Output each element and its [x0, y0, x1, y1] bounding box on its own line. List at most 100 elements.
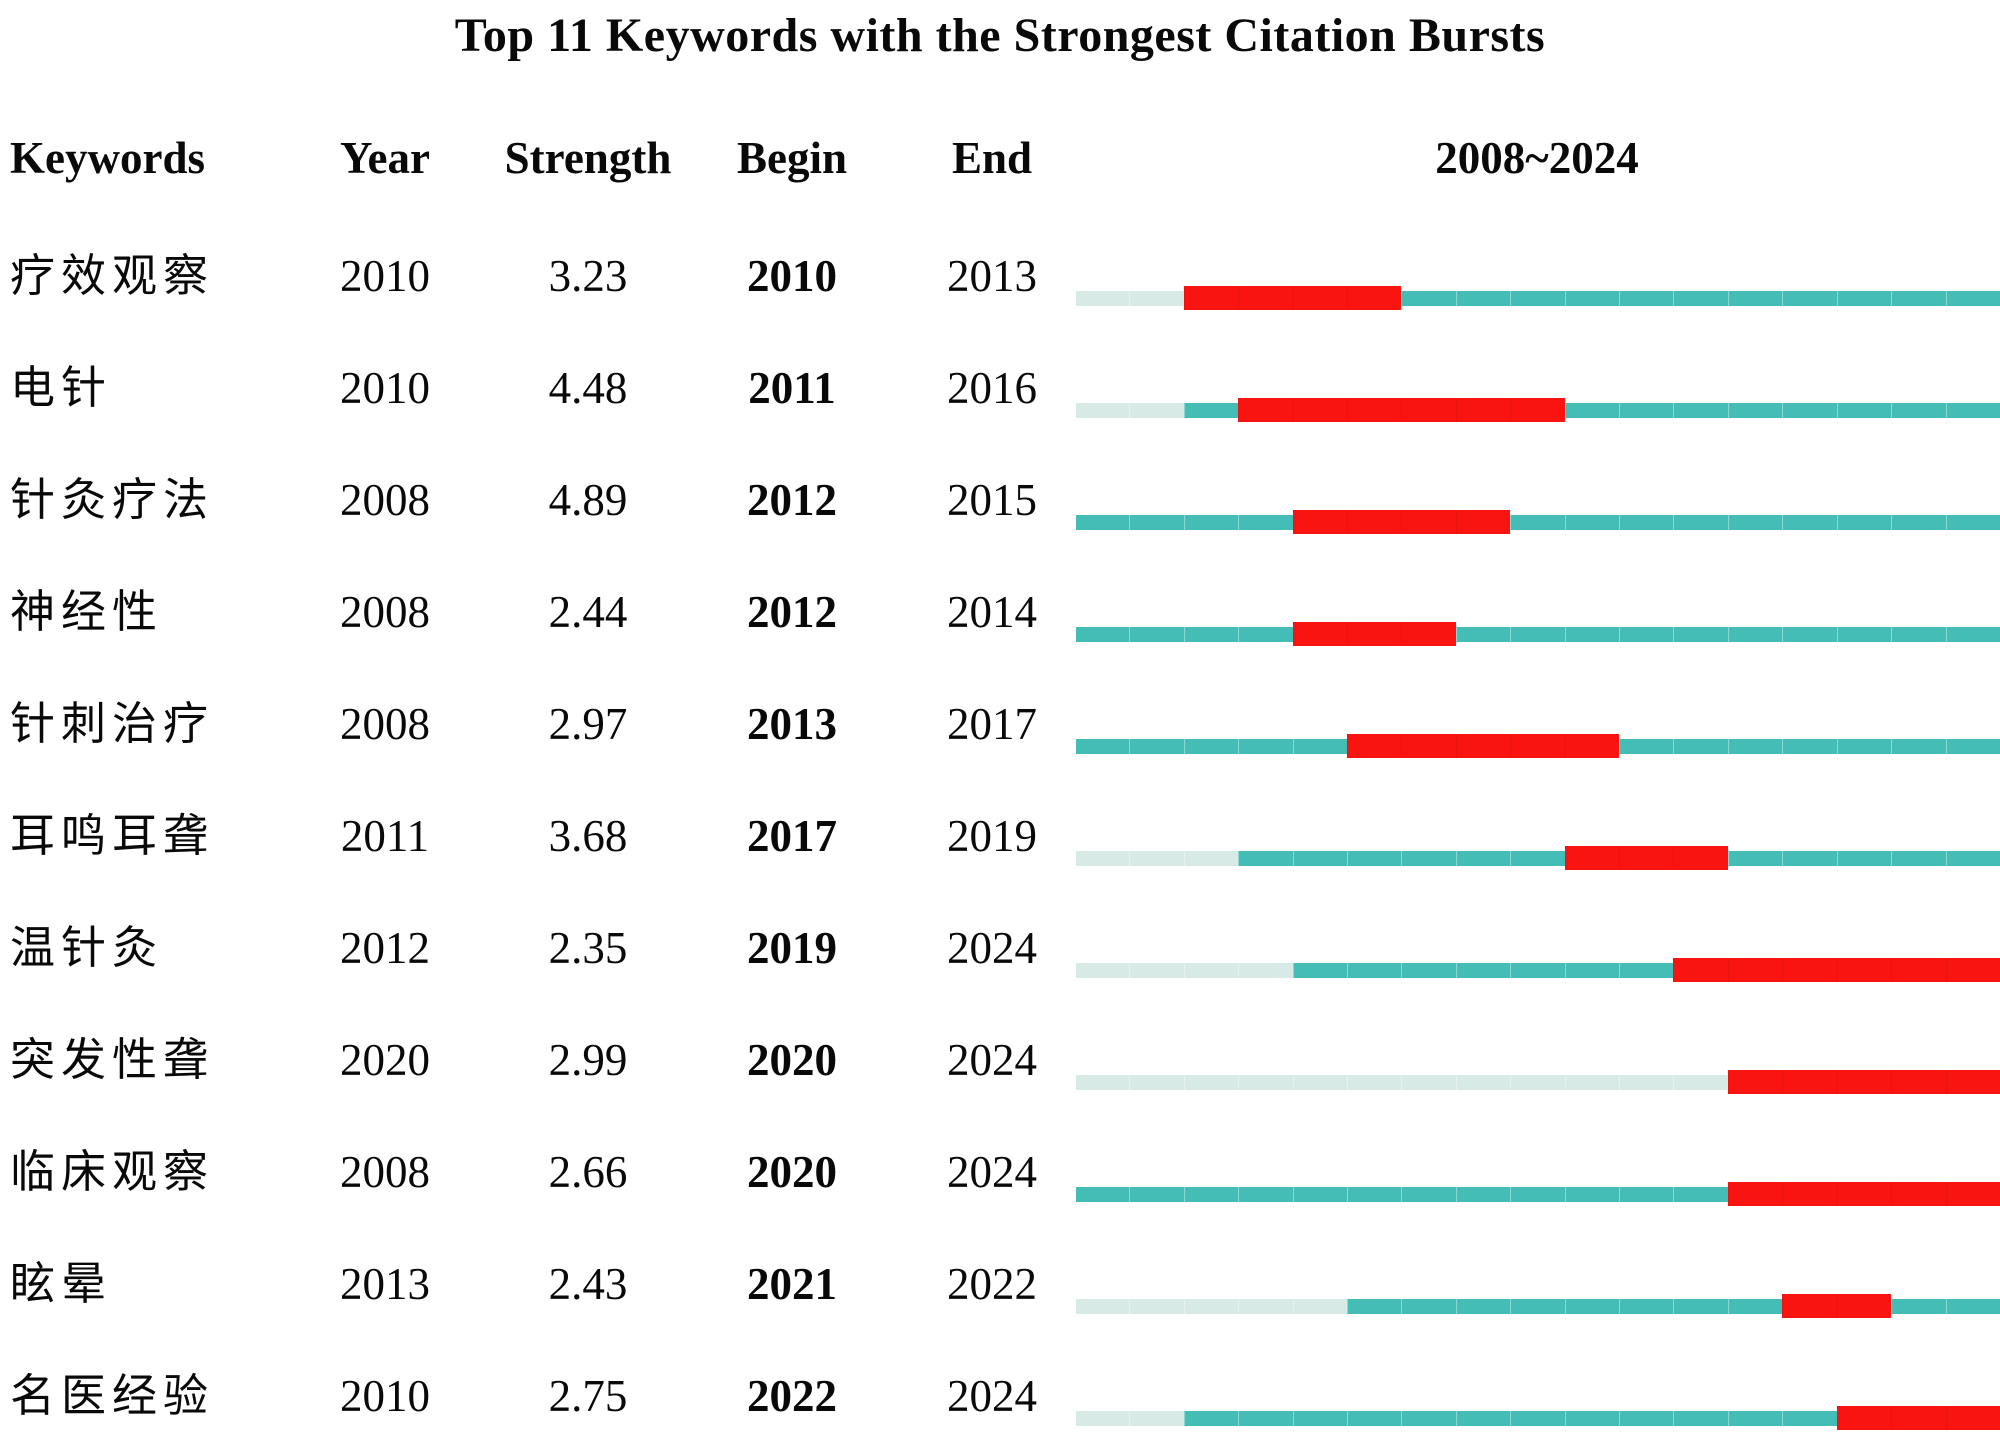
- burst-timeline-bar: [1076, 622, 2000, 646]
- keyword-label: 名医经验: [10, 1371, 215, 1421]
- table-row: 临床观察 2008 2.66 2020 2024: [0, 1116, 2000, 1228]
- year-cell-active: [1510, 514, 1565, 530]
- year-cell-active: [1183, 738, 1239, 754]
- year-cell-inactive: [1292, 1298, 1348, 1314]
- year-cell-active: [1510, 1186, 1565, 1202]
- year-cell-active: [1836, 514, 1892, 530]
- year-cell-active: [1782, 1410, 1837, 1426]
- end-value: 2015: [947, 475, 1037, 525]
- year-cell-burst: [1347, 286, 1402, 310]
- year-cell-inactive: [1238, 962, 1293, 978]
- table-row: 电针 2010 4.48 2011 2016: [0, 332, 2000, 444]
- column-header-year: Year: [340, 133, 430, 183]
- keyword-label: 电针: [10, 363, 113, 413]
- year-cell-inactive: [1129, 1410, 1184, 1426]
- year-cell-inactive: [1129, 962, 1184, 978]
- year-cell-burst: [1945, 958, 2000, 982]
- year-cell-burst: [1836, 1406, 1892, 1430]
- year-cell-burst: [1401, 510, 1456, 534]
- year-cell-active: [1619, 626, 1674, 642]
- year-cell-inactive: [1292, 1074, 1348, 1090]
- year-cell-active: [1455, 962, 1511, 978]
- year-cell-active: [1945, 626, 2000, 642]
- end-value: 2013: [947, 251, 1037, 301]
- table-row: 温针灸 2012 2.35 2019 2024: [0, 892, 2000, 1004]
- chart-title: Top 11 Keywords with the Strongest Citat…: [454, 9, 1546, 62]
- year-cell-active: [1401, 850, 1456, 866]
- year-cell-burst: [1891, 958, 1946, 982]
- year-cell-burst: [1401, 398, 1456, 422]
- year-cell-active: [1782, 850, 1837, 866]
- year-cell-inactive: [1076, 290, 1130, 306]
- year-cell-active: [1455, 626, 1511, 642]
- year-cell-active: [1129, 738, 1184, 754]
- year-cell-active: [1564, 1298, 1620, 1314]
- year-cell-burst: [1510, 398, 1565, 422]
- year-cell-inactive: [1076, 1074, 1130, 1090]
- year-cell-burst: [1455, 510, 1511, 534]
- year-cell-burst: [1782, 1182, 1837, 1206]
- year-cell-active: [1727, 850, 1783, 866]
- year-cell-burst: [1510, 734, 1565, 758]
- year-cell-burst: [1347, 398, 1402, 422]
- year-value: 2013: [340, 1259, 430, 1309]
- year-cell-active: [1510, 850, 1565, 866]
- year-cell-active: [1836, 850, 1892, 866]
- year-value: 2010: [340, 363, 430, 413]
- year-cell-active: [1945, 514, 2000, 530]
- year-cell-active: [1510, 626, 1565, 642]
- table-row: 针灸疗法 2008 4.89 2012 2015: [0, 444, 2000, 556]
- year-value: 2008: [340, 475, 430, 525]
- end-value: 2019: [947, 811, 1037, 861]
- year-cell-inactive: [1238, 1298, 1293, 1314]
- year-cell-active: [1076, 626, 1130, 642]
- year-cell-active: [1292, 738, 1348, 754]
- year-cell-active: [1891, 850, 1946, 866]
- table-row: 眩晕 2013 2.43 2021 2022: [0, 1228, 2000, 1340]
- year-cell-burst: [1238, 398, 1293, 422]
- year-cell-inactive: [1564, 1074, 1620, 1090]
- table-row: 突发性聋 2020 2.99 2020 2024: [0, 1004, 2000, 1116]
- year-cell-burst: [1836, 1294, 1892, 1318]
- year-cell-burst: [1292, 398, 1348, 422]
- year-cell-active: [1619, 738, 1674, 754]
- burst-timeline-bar: [1076, 846, 2000, 870]
- column-header-keywords: Keywords: [10, 133, 205, 183]
- year-cell-active: [1292, 850, 1348, 866]
- year-cell-active: [1455, 1186, 1511, 1202]
- year-cell-burst: [1401, 622, 1456, 646]
- year-cell-active: [1238, 626, 1293, 642]
- year-value: 2008: [340, 587, 430, 637]
- year-cell-burst: [1183, 286, 1239, 310]
- year-cell-active: [1076, 1186, 1130, 1202]
- year-cell-inactive: [1510, 1074, 1565, 1090]
- year-cell-active: [1238, 1410, 1293, 1426]
- year-cell-active: [1455, 1410, 1511, 1426]
- year-cell-inactive: [1238, 1074, 1293, 1090]
- year-value: 2011: [340, 811, 430, 861]
- year-cell-active: [1455, 1298, 1511, 1314]
- year-cell-active: [1510, 1410, 1565, 1426]
- begin-value: 2019: [747, 923, 837, 973]
- year-cell-active: [1292, 1410, 1348, 1426]
- year-cell-inactive: [1076, 1298, 1130, 1314]
- year-cell-burst: [1347, 734, 1402, 758]
- strength-value: 4.89: [548, 475, 628, 525]
- year-cell-burst: [1945, 1182, 2000, 1206]
- year-cell-active: [1727, 514, 1783, 530]
- year-cell-active: [1673, 1410, 1728, 1426]
- year-cell-active: [1782, 290, 1837, 306]
- year-cell-burst: [1564, 734, 1620, 758]
- table-row: 耳鸣耳聋 2011 3.68 2017 2019: [0, 780, 2000, 892]
- year-cell-active: [1401, 1410, 1456, 1426]
- year-cell-active: [1673, 514, 1728, 530]
- year-cell-active: [1401, 1298, 1456, 1314]
- year-cell-burst: [1564, 846, 1620, 870]
- strength-value: 2.66: [548, 1147, 628, 1197]
- year-cell-active: [1347, 1410, 1402, 1426]
- year-value: 2010: [340, 251, 430, 301]
- end-value: 2024: [947, 923, 1037, 973]
- begin-value: 2021: [747, 1259, 837, 1309]
- year-cell-active: [1945, 1298, 2000, 1314]
- burst-timeline-bar: [1076, 734, 2000, 758]
